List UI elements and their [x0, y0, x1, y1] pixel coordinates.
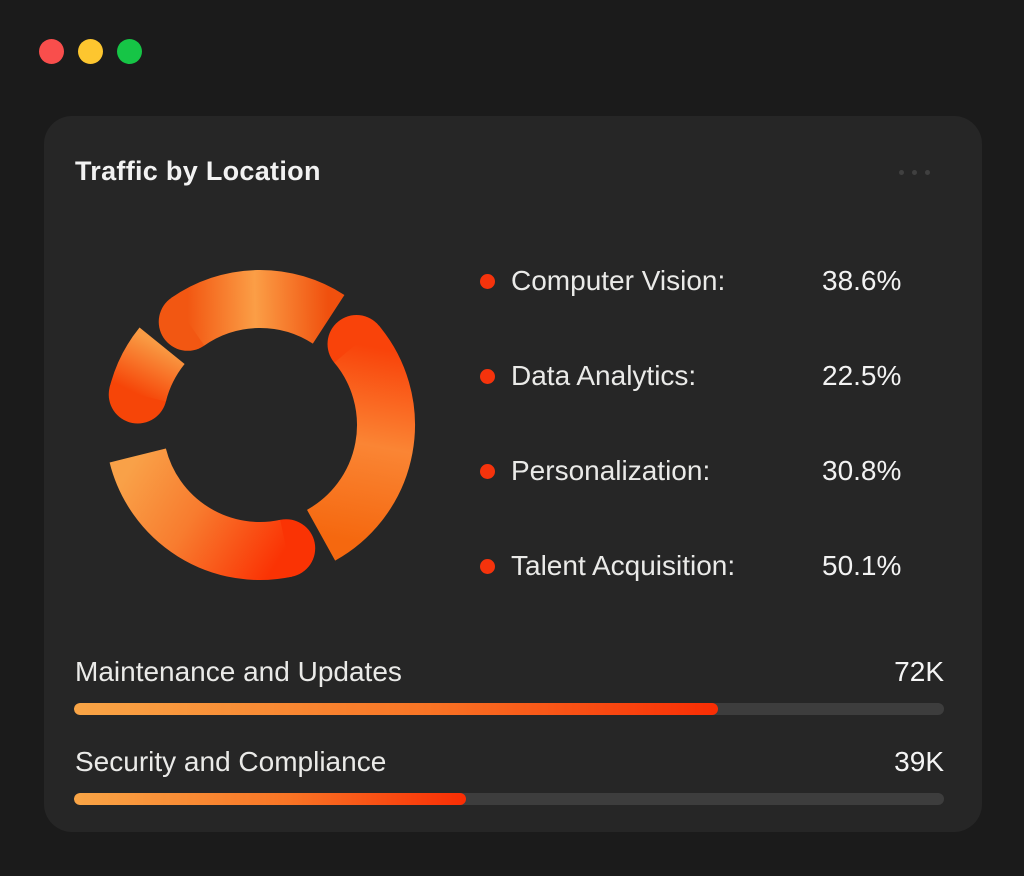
segment-personalization	[171, 270, 345, 347]
progress-fill	[74, 703, 718, 715]
legend-value: 22.5%	[822, 360, 902, 391]
ellipsis-icon	[899, 170, 904, 175]
progress-label-security: Security and Compliance	[75, 746, 387, 777]
bullet-icon	[480, 558, 495, 574]
legend-label: Data Analytics:	[511, 360, 697, 391]
progress-value-security: 39K	[894, 746, 944, 777]
chart-legend: Computer Vision: 38.6% Data Analytics: 2…	[480, 265, 902, 646]
maximize-button[interactable]	[117, 39, 142, 64]
legend-value: 50.1%	[822, 550, 902, 581]
progress-label-maintenance: Maintenance and Updates	[75, 656, 402, 687]
segment-talent-acquisition	[306, 325, 415, 561]
legend-label: Talent Acquisition:	[511, 550, 736, 581]
legend-item-talent-acquisition: Talent Acquisition: 50.1%	[480, 550, 902, 581]
progress-value-maintenance: 72K	[894, 656, 944, 687]
ellipsis-icon	[912, 170, 917, 175]
progress-bar-security	[74, 793, 944, 805]
close-button[interactable]	[39, 39, 64, 64]
donut-chart-svg	[108, 270, 415, 580]
more-options-button[interactable]	[893, 164, 936, 181]
minimize-button[interactable]	[78, 39, 103, 64]
traffic-by-location-card: Traffic by Location Computer Vision: 38.…	[44, 116, 982, 832]
bullet-icon	[480, 368, 495, 384]
progress-bar-maintenance	[74, 703, 944, 715]
legend-item-personalization: Personalization: 30.8%	[480, 455, 902, 486]
card-title: Traffic by Location	[75, 156, 321, 186]
progress-fill	[74, 793, 466, 805]
legend-item-data-analytics: Data Analytics: 22.5%	[480, 360, 902, 391]
window-controls	[39, 39, 142, 64]
bullet-icon	[480, 463, 495, 479]
legend-label: Personalization:	[511, 455, 711, 486]
bullet-icon	[480, 273, 495, 289]
segment-data-analytics	[109, 327, 186, 403]
segment-computer-vision	[109, 447, 293, 580]
legend-label: Computer Vision:	[511, 265, 726, 296]
legend-item-computer-vision: Computer Vision: 38.6%	[480, 265, 902, 296]
ellipsis-icon	[925, 170, 930, 175]
donut-chart	[95, 260, 425, 590]
legend-value: 30.8%	[822, 455, 902, 486]
legend-value: 38.6%	[822, 265, 902, 296]
